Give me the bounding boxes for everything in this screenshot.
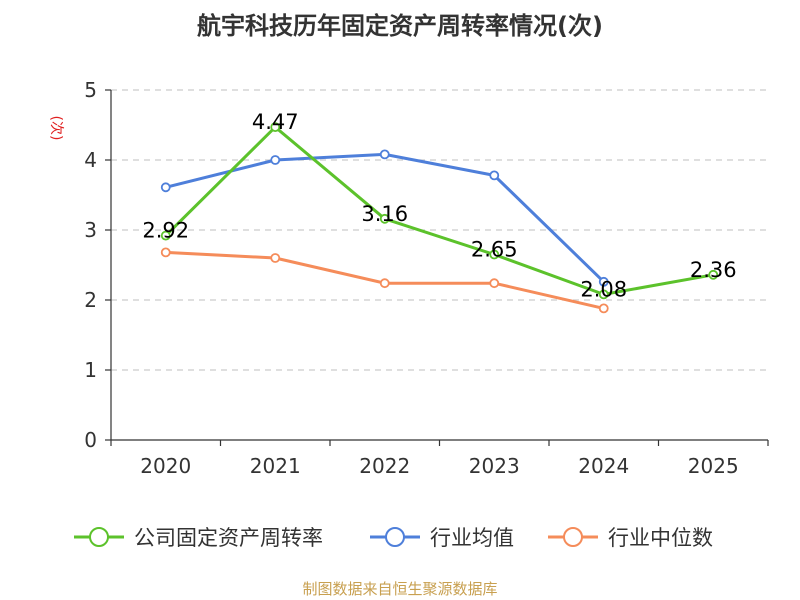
axes: 0 1 2 3 4 5 2020 2021 2022 2023 2024 2025	[84, 78, 769, 478]
source-note: 制图数据来自恒生聚源数据库	[302, 580, 497, 598]
x-tick-label: 2023	[469, 454, 520, 478]
y-tick-label: 1	[84, 358, 97, 382]
data-label: 2.08	[580, 277, 627, 301]
series-line	[164, 125, 714, 296]
data-labels: 2.92 4.47 3.16 2.65 2.08 2.36	[142, 110, 736, 301]
data-label: 2.36	[690, 258, 737, 282]
legend[interactable]: 公司固定资产周转率 行业均值 行业中位数	[74, 526, 713, 550]
data-point[interactable]	[270, 253, 281, 263]
y-tick-label: 4	[84, 148, 97, 172]
x-tick-label: 2021	[250, 454, 301, 478]
series	[160, 122, 719, 314]
y-tick-label: 2	[84, 288, 97, 312]
data-label: 4.47	[252, 110, 299, 134]
data-point[interactable]	[379, 213, 390, 224]
y-tick-label: 5	[84, 78, 97, 102]
data-point[interactable]	[379, 149, 390, 160]
x-tick-label: 2022	[359, 454, 410, 478]
data-point[interactable]	[708, 269, 719, 280]
data-point[interactable]	[270, 122, 281, 132]
data-point[interactable]	[489, 249, 500, 260]
x-tick-label: 2020	[140, 454, 191, 478]
data-point[interactable]	[270, 155, 281, 165]
y-tick-label: 0	[84, 428, 97, 452]
grid	[111, 89, 768, 371]
data-point[interactable]	[160, 182, 171, 193]
data-point[interactable]	[379, 278, 390, 289]
legend-label: 公司固定资产周转率	[134, 526, 323, 550]
data-point[interactable]	[489, 170, 500, 181]
legend-marker	[563, 527, 583, 547]
legend-marker	[385, 527, 405, 547]
chart-title: 航宇科技历年固定资产周转率情况(次)	[197, 12, 603, 40]
data-point[interactable]	[598, 303, 609, 314]
x-tick-label: 2025	[688, 454, 739, 478]
y-tick-label: 3	[84, 218, 97, 242]
data-label: 3.16	[361, 202, 408, 226]
y-axis-label: (次)	[48, 116, 64, 141]
data-point[interactable]	[160, 247, 171, 258]
legend-label: 行业中位数	[608, 526, 713, 550]
data-point[interactable]	[489, 278, 500, 289]
data-point[interactable]	[160, 230, 171, 241]
legend-marker	[89, 527, 109, 547]
legend-item[interactable]: 行业中位数	[548, 526, 713, 550]
data-label: 2.65	[471, 238, 518, 262]
legend-item[interactable]: 行业均值	[370, 526, 514, 550]
legend-label: 行业均值	[430, 526, 514, 550]
data-point[interactable]	[598, 276, 609, 287]
data-label: 2.92	[142, 219, 189, 243]
x-tick-label: 2024	[578, 454, 629, 478]
legend-item[interactable]: 公司固定资产周转率	[74, 526, 323, 550]
data-point[interactable]	[598, 289, 609, 300]
